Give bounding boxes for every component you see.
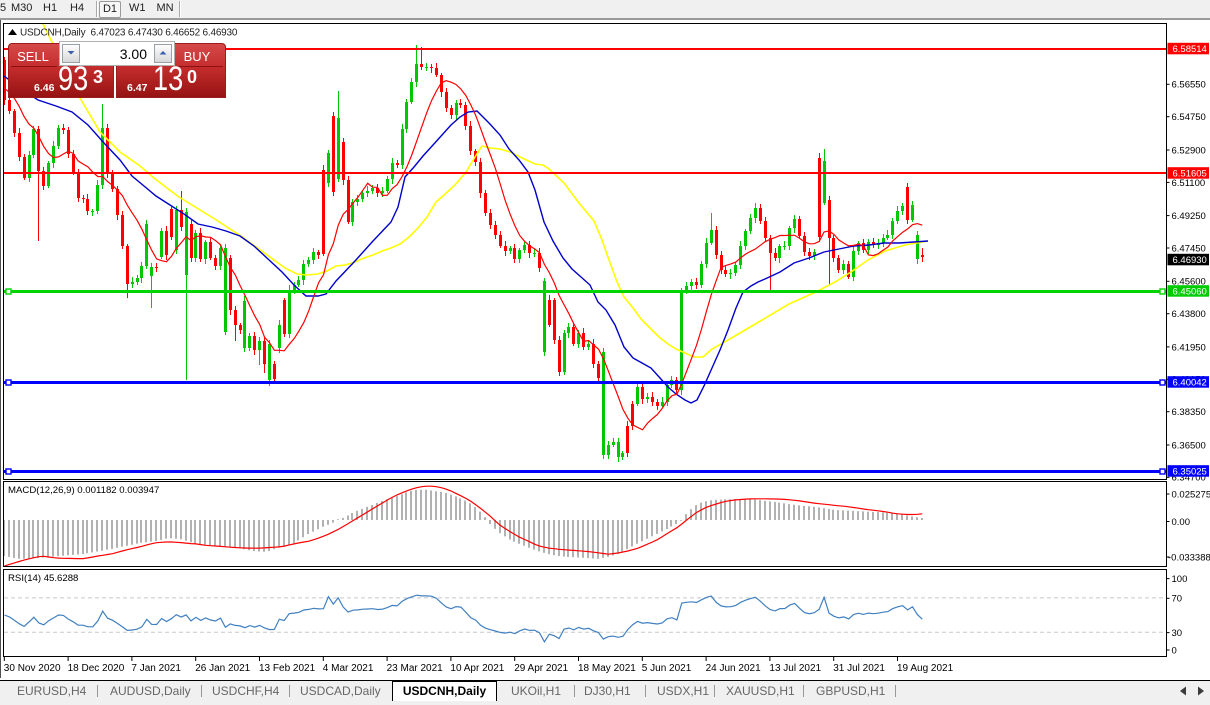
svg-text:5 Jun 2021: 5 Jun 2021 <box>642 663 692 674</box>
svg-text:6.35025: 6.35025 <box>1173 466 1207 477</box>
svg-text:6.36500: 6.36500 <box>1172 440 1206 451</box>
svg-text:13 Feb 2021: 13 Feb 2021 <box>259 663 316 674</box>
svg-text:6.41950: 6.41950 <box>1172 342 1206 353</box>
svg-text:6.54750: 6.54750 <box>1172 112 1206 123</box>
svg-text:19 Aug 2021: 19 Aug 2021 <box>897 663 954 674</box>
svg-text:6.52900: 6.52900 <box>1172 145 1206 156</box>
svg-text:6.56550: 6.56550 <box>1172 80 1206 91</box>
svg-text:6.51100: 6.51100 <box>1172 178 1206 189</box>
svg-text:USDCNH,Daily 6.47023 6.47430: USDCNH,Daily 6.47023 6.47430 6.46652 6.4… <box>20 28 238 39</box>
svg-text:70: 70 <box>1172 594 1183 605</box>
svg-text:7 Jan 2021: 7 Jan 2021 <box>131 663 181 674</box>
svg-text:6.43800: 6.43800 <box>1172 309 1206 320</box>
svg-text:6.46930: 6.46930 <box>1173 255 1207 266</box>
svg-text:6.49250: 6.49250 <box>1172 211 1206 222</box>
svg-text:13 Jul 2021: 13 Jul 2021 <box>769 663 821 674</box>
svg-text:-0.033388: -0.033388 <box>1168 552 1210 563</box>
svg-text:24 Jun 2021: 24 Jun 2021 <box>706 663 761 674</box>
svg-text:RSI(14) 45.6288: RSI(14) 45.6288 <box>8 573 78 584</box>
svg-text:26 Jan 2021: 26 Jan 2021 <box>195 663 250 674</box>
svg-text:29 Apr 2021: 29 Apr 2021 <box>514 663 568 674</box>
svg-text:23 Mar 2021: 23 Mar 2021 <box>387 663 444 674</box>
svg-text:MACD(12,26,9) 0.001182 0.00394: MACD(12,26,9) 0.001182 0.003947 <box>8 485 159 496</box>
svg-text:18 Dec 2020: 18 Dec 2020 <box>68 663 125 674</box>
svg-text:18 May 2021: 18 May 2021 <box>578 663 636 674</box>
svg-text:6.45060: 6.45060 <box>1173 286 1207 297</box>
svg-text:6.51605: 6.51605 <box>1173 168 1207 179</box>
svg-text:0: 0 <box>1172 645 1177 656</box>
svg-text:6.47450: 6.47450 <box>1172 243 1206 254</box>
svg-text:6.58514: 6.58514 <box>1173 44 1207 55</box>
svg-text:6.40042: 6.40042 <box>1173 377 1207 388</box>
svg-text:30 Nov 2020: 30 Nov 2020 <box>4 663 61 674</box>
svg-text:4 Mar 2021: 4 Mar 2021 <box>323 663 374 674</box>
svg-text:0.025275: 0.025275 <box>1172 489 1210 500</box>
svg-text:0.00: 0.00 <box>1172 517 1191 528</box>
svg-text:10 Apr 2021: 10 Apr 2021 <box>450 663 504 674</box>
svg-text:31 Jul 2021: 31 Jul 2021 <box>833 663 885 674</box>
svg-text:30: 30 <box>1172 628 1183 639</box>
svg-text:6.38350: 6.38350 <box>1172 407 1206 418</box>
svg-text:100: 100 <box>1172 574 1188 585</box>
